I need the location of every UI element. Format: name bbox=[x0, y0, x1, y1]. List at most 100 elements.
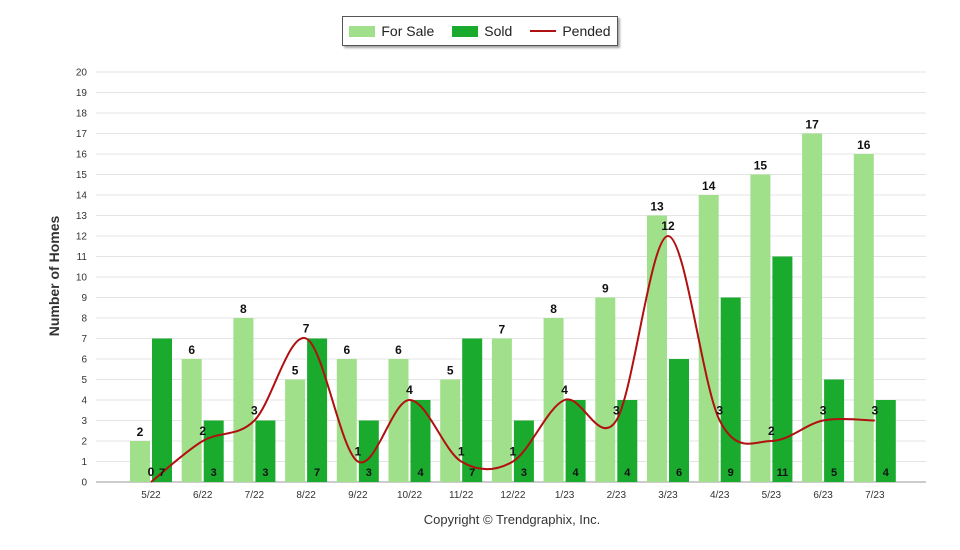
bar-sold bbox=[824, 379, 845, 482]
data-label-for-sale: 16 bbox=[857, 138, 871, 152]
data-label-sold: 9 bbox=[728, 467, 734, 479]
x-tick-label: 11/22 bbox=[449, 490, 474, 501]
data-label-for-sale: 17 bbox=[805, 118, 819, 132]
data-label-for-sale: 5 bbox=[447, 364, 454, 378]
data-label-pended: 2 bbox=[199, 424, 206, 438]
data-label-for-sale: 2 bbox=[137, 425, 144, 439]
y-tick-label: 7 bbox=[81, 334, 87, 345]
data-label-pended: 4 bbox=[561, 383, 568, 397]
bar-for-sale bbox=[233, 318, 254, 482]
y-tick-label: 16 bbox=[76, 150, 88, 161]
legend-swatch-sold bbox=[452, 25, 479, 37]
bar-for-sale bbox=[595, 297, 616, 482]
data-label-for-sale: 9 bbox=[602, 282, 609, 296]
line-pended bbox=[150, 234, 875, 483]
legend-label-pended: Pended bbox=[562, 23, 611, 39]
bar-for-sale bbox=[491, 338, 512, 482]
legend-item-sold: Sold bbox=[452, 23, 512, 39]
y-tick-label: 17 bbox=[76, 129, 88, 140]
bar-for-sale bbox=[543, 318, 564, 482]
x-tick-label: 6/22 bbox=[193, 490, 213, 501]
data-label-sold: 5 bbox=[831, 467, 837, 479]
bar-sold bbox=[617, 400, 638, 482]
data-label-sold: 3 bbox=[211, 467, 217, 479]
data-label-pended: 7 bbox=[303, 322, 310, 336]
y-tick-label: 5 bbox=[81, 375, 87, 386]
x-tick-label: 2/23 bbox=[607, 490, 627, 501]
x-tick-label: 10/22 bbox=[397, 490, 422, 501]
x-tick-label: 5/22 bbox=[141, 490, 161, 501]
bar-for-sale bbox=[440, 379, 461, 482]
data-label-for-sale: 14 bbox=[702, 179, 716, 193]
bar-sold bbox=[358, 420, 379, 482]
data-label-pended: 1 bbox=[458, 445, 465, 459]
y-tick-label: 0 bbox=[81, 478, 87, 489]
data-label-for-sale: 8 bbox=[240, 302, 247, 316]
data-label-for-sale: 6 bbox=[343, 343, 350, 357]
bar-sold bbox=[875, 400, 896, 482]
y-axis-label: Number of Homes bbox=[46, 215, 62, 337]
copyright-text: Copyright © Trendgraphix, Inc. bbox=[423, 512, 601, 527]
data-label-sold: 4 bbox=[573, 467, 580, 479]
y-tick-label: 19 bbox=[76, 88, 88, 99]
data-label-sold: 6 bbox=[676, 467, 682, 479]
x-tick-label: 5/23 bbox=[762, 490, 782, 501]
bar-for-sale bbox=[336, 359, 357, 482]
y-tick-label: 15 bbox=[76, 170, 88, 181]
legend-item-pended: Pended bbox=[530, 23, 611, 39]
bar-for-sale bbox=[285, 379, 306, 482]
bar-for-sale bbox=[802, 133, 823, 482]
y-tick-label: 14 bbox=[76, 191, 88, 202]
legend-label-sold: Sold bbox=[484, 23, 513, 39]
x-tick-label: 6/23 bbox=[813, 490, 833, 501]
bar-for-sale bbox=[853, 154, 874, 482]
data-label-pended: 3 bbox=[820, 404, 827, 418]
bar-sold bbox=[307, 338, 328, 482]
data-label-pended: 12 bbox=[661, 219, 675, 233]
y-tick-label: 20 bbox=[76, 68, 88, 79]
data-label-sold: 3 bbox=[262, 467, 268, 479]
data-label-pended: 3 bbox=[251, 404, 258, 418]
bar-for-sale bbox=[181, 359, 202, 482]
y-tick-label: 8 bbox=[81, 314, 87, 325]
data-label-pended: 3 bbox=[613, 404, 620, 418]
data-label-pended: 2 bbox=[768, 424, 775, 438]
data-label-sold: 4 bbox=[624, 467, 631, 479]
legend-item-for-sale: For Sale bbox=[349, 23, 434, 39]
data-label-pended: 4 bbox=[406, 383, 413, 397]
data-label-sold: 3 bbox=[521, 467, 527, 479]
bar-for-sale bbox=[130, 441, 150, 482]
x-tick-label: 1/23 bbox=[555, 490, 575, 501]
data-label-for-sale: 6 bbox=[395, 343, 402, 357]
data-label-pended: 1 bbox=[354, 445, 361, 459]
data-label-for-sale: 6 bbox=[188, 343, 195, 357]
bar-sold bbox=[255, 420, 276, 482]
data-label-pended: 1 bbox=[510, 445, 517, 459]
y-tick-label: 13 bbox=[76, 211, 88, 222]
y-tick-label: 3 bbox=[81, 416, 87, 427]
x-tick-label: 8/22 bbox=[296, 490, 316, 501]
bar-for-sale bbox=[698, 195, 719, 482]
data-label-sold: 4 bbox=[883, 467, 890, 479]
data-label-for-sale: 15 bbox=[754, 159, 768, 173]
legend-label-for-sale: For Sale bbox=[381, 23, 435, 39]
x-tick-label: 7/22 bbox=[245, 490, 265, 501]
y-tick-label: 12 bbox=[76, 232, 88, 243]
bar-sold bbox=[410, 400, 431, 482]
y-tick-label: 4 bbox=[81, 396, 87, 407]
y-tick-label: 1 bbox=[81, 457, 87, 468]
bar-for-sale bbox=[388, 359, 409, 482]
bar-sold bbox=[152, 338, 172, 482]
data-label-for-sale: 7 bbox=[499, 323, 506, 337]
data-label-pended: 0 bbox=[148, 465, 155, 479]
bar-sold bbox=[669, 359, 689, 482]
bar-for-sale bbox=[647, 215, 667, 482]
y-tick-label: 6 bbox=[81, 355, 87, 366]
x-tick-label: 9/22 bbox=[348, 490, 368, 501]
x-tick-label: 4/23 bbox=[710, 490, 730, 501]
data-label-sold: 4 bbox=[417, 467, 424, 479]
data-label-pended: 3 bbox=[716, 404, 723, 418]
y-tick-label: 11 bbox=[77, 252, 88, 263]
